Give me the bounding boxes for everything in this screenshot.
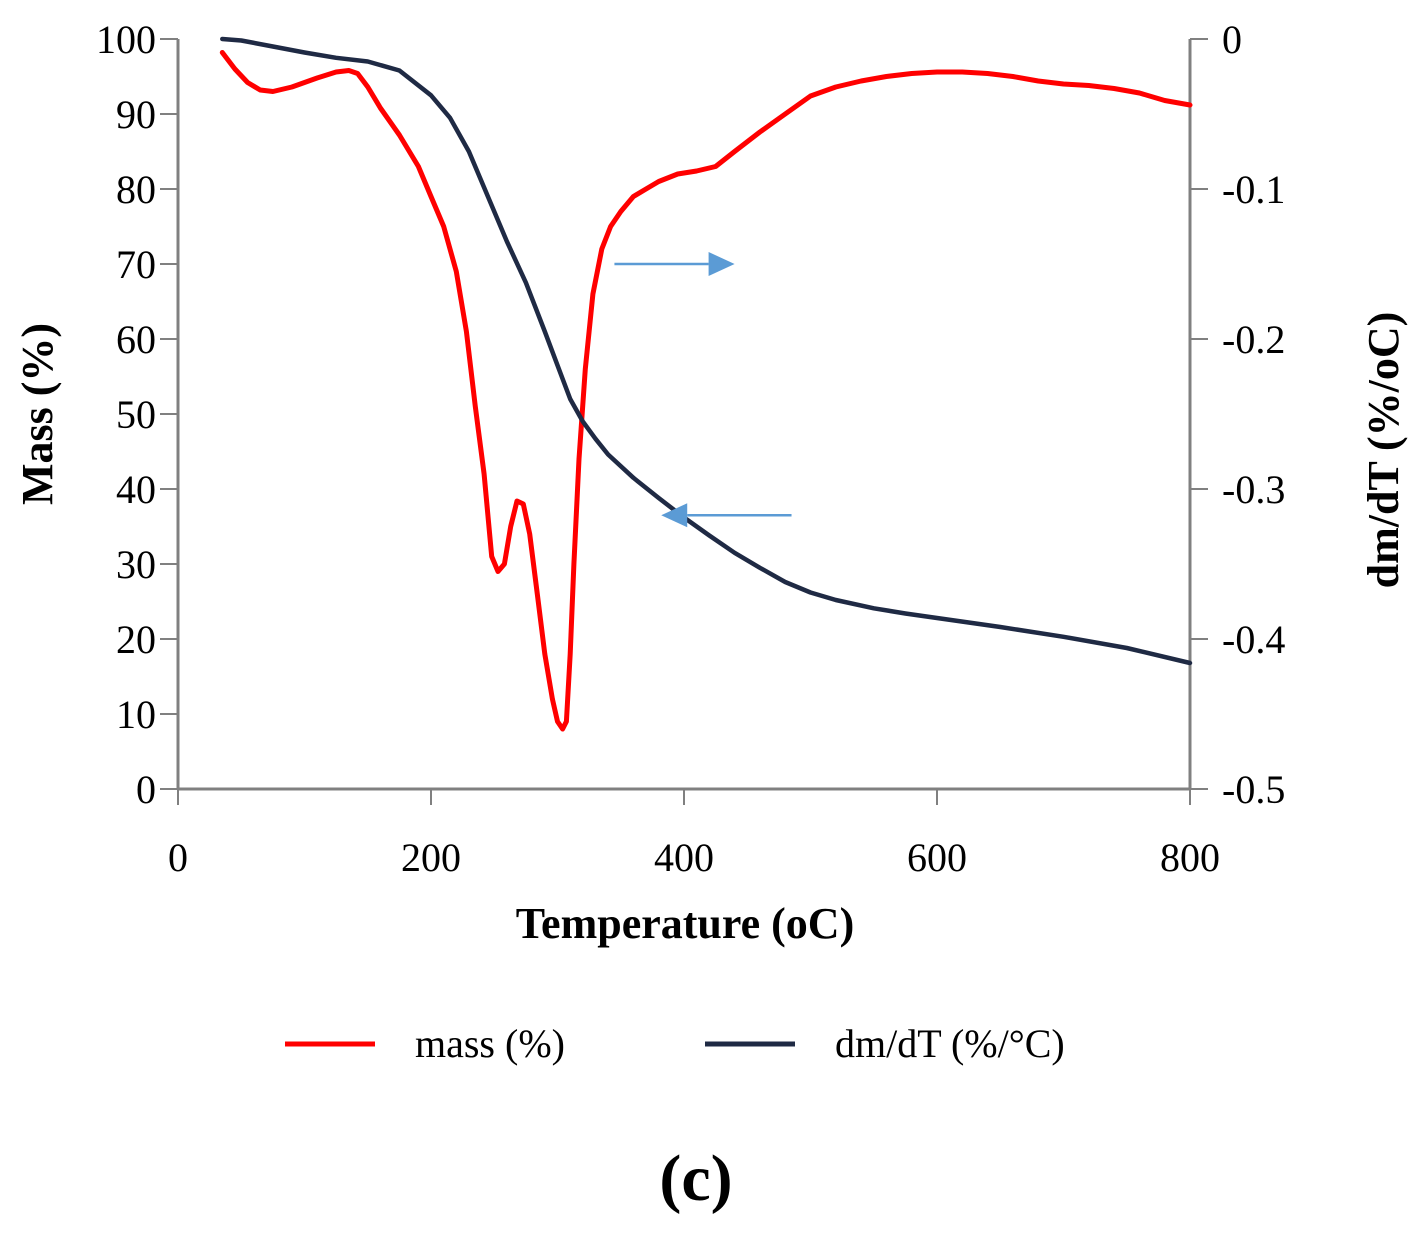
panel-label: (c) [659, 1142, 732, 1215]
y-left-tick-label: 100 [96, 17, 156, 62]
y-left-tick-label: 0 [136, 767, 156, 812]
x-tick-label: 800 [1160, 835, 1220, 880]
y-left-tick-label: 10 [116, 692, 156, 737]
y-right-tick-label: -0.4 [1222, 617, 1285, 662]
y-left-tick-label: 70 [116, 242, 156, 287]
legend-label-mass: mass (%) [415, 1021, 565, 1066]
y-left-tick-label: 30 [116, 542, 156, 587]
dmdt-series-line [220, 36, 1193, 666]
annotation-layer [614, 252, 792, 528]
legend: mass (%) dm/dT (%/°C) [285, 1021, 1065, 1066]
ticks: 0 10 20 30 40 50 60 70 80 90 100 -0.5 -0.4 -0.3 -0.2 -0… [96, 17, 1285, 880]
y-right-tick-label: -0.3 [1222, 467, 1285, 512]
mass-series-line [219, 50, 1193, 732]
arrow-head-left [661, 503, 688, 528]
y-left-tick-label: 60 [116, 317, 156, 362]
y-right-tick-label: -0.2 [1222, 317, 1285, 362]
y-left-tick-label: 90 [116, 92, 156, 137]
x-axis-title: Temperature (oC) [516, 899, 855, 948]
y-right-tick-label: -0.5 [1222, 767, 1285, 812]
legend-label-dmdt: dm/dT (%/°C) [835, 1021, 1065, 1066]
y-right-axis-title: dm/dT (%/oC) [1359, 312, 1408, 589]
y-left-tick-label: 80 [116, 167, 156, 212]
x-tick-label: 0 [168, 835, 188, 880]
arrow-head-right [708, 252, 735, 276]
y-left-tick-label: 40 [116, 467, 156, 512]
x-tick-label: 400 [654, 835, 714, 880]
x-tick-label: 600 [907, 835, 967, 880]
series-layer [219, 36, 1193, 732]
y-left-tick-label: 50 [116, 392, 156, 437]
x-tick-label: 200 [401, 835, 461, 880]
y-right-tick-label: 0 [1222, 17, 1242, 62]
axes [176, 39, 1192, 791]
y-left-axis-title: Mass (%) [13, 323, 62, 505]
y-right-tick-label: -0.1 [1222, 167, 1285, 212]
y-left-tick-label: 20 [116, 617, 156, 662]
